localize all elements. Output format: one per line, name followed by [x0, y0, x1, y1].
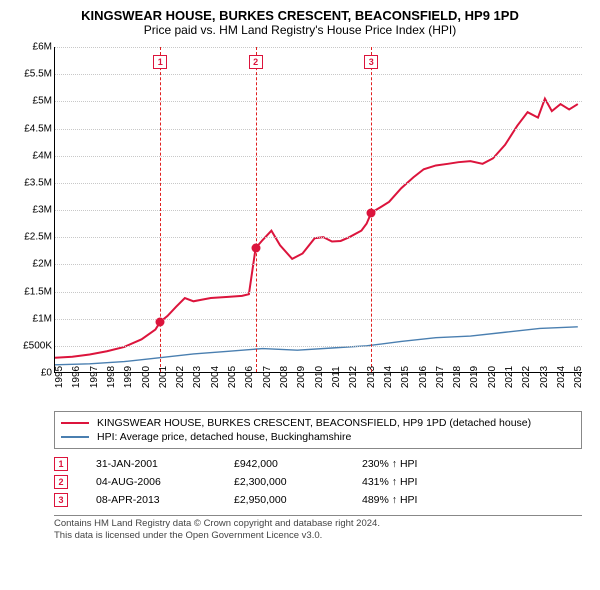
- x-axis-label: 2003: [192, 366, 203, 388]
- sale-marker-box: 1: [153, 55, 167, 69]
- y-axis-label: £0: [41, 368, 52, 379]
- legend-row: KINGSWEAR HOUSE, BURKES CRESCENT, BEACON…: [61, 416, 575, 430]
- sales-table: 1 31-JAN-2001 £942,000 230% ↑ HPI 2 04-AUG-20…: [54, 455, 582, 509]
- x-axis-label: 2002: [175, 366, 186, 388]
- gridline: [55, 74, 582, 75]
- sales-row-num: 2: [54, 475, 68, 489]
- sales-row-num: 1: [54, 457, 68, 471]
- gridline: [55, 183, 582, 184]
- sales-row-num: 3: [54, 493, 68, 507]
- x-axis-label: 2011: [331, 366, 342, 388]
- x-axis-label: 2023: [539, 366, 550, 388]
- x-axis-label: 2007: [262, 366, 273, 388]
- gridline: [55, 47, 582, 48]
- footer-line-2: This data is licensed under the Open Gov…: [54, 530, 582, 542]
- x-axis-label: 2012: [348, 366, 359, 388]
- x-axis-label: 2005: [227, 366, 238, 388]
- x-axis-label: 2022: [521, 366, 532, 388]
- y-axis-label: £4M: [33, 150, 52, 161]
- x-axis-label: 2001: [158, 366, 169, 388]
- sales-row-date: 08-APR-2013: [96, 494, 206, 506]
- x-axis-label: 2008: [279, 366, 290, 388]
- x-axis-label: 1998: [106, 366, 117, 388]
- y-axis-label: £6M: [33, 42, 52, 53]
- x-axis-label: 1996: [71, 366, 82, 388]
- y-axis-label: £2M: [33, 259, 52, 270]
- sales-row: 3 08-APR-2013 £2,950,000 489% ↑ HPI: [54, 491, 582, 509]
- x-axis-label: 1999: [123, 366, 134, 388]
- sale-marker-box: 2: [249, 55, 263, 69]
- sales-row-price: £942,000: [234, 458, 334, 470]
- chart-subtitle: Price paid vs. HM Land Registry's House …: [12, 23, 588, 37]
- sales-row-pct: 230% ↑ HPI: [362, 458, 482, 470]
- x-axis-label: 2009: [296, 366, 307, 388]
- gridline: [55, 156, 582, 157]
- legend-row: HPI: Average price, detached house, Buck…: [61, 430, 575, 444]
- x-axis-label: 2004: [210, 366, 221, 388]
- y-axis-label: £3M: [33, 205, 52, 216]
- sales-row-pct: 489% ↑ HPI: [362, 494, 482, 506]
- y-axis-label: £500K: [23, 340, 52, 351]
- y-axis-label: £5M: [33, 96, 52, 107]
- legend-swatch: [61, 436, 89, 438]
- gridline: [55, 237, 582, 238]
- gridline: [55, 319, 582, 320]
- sales-row: 2 04-AUG-2006 £2,300,000 431% ↑ HPI: [54, 473, 582, 491]
- gridline: [55, 292, 582, 293]
- x-axis-label: 2018: [452, 366, 463, 388]
- sales-row-price: £2,300,000: [234, 476, 334, 488]
- gridline: [55, 264, 582, 265]
- x-axis-label: 2013: [366, 366, 377, 388]
- sale-marker-dot: [251, 244, 260, 253]
- x-axis-label: 1997: [89, 366, 100, 388]
- legend-box: KINGSWEAR HOUSE, BURKES CRESCENT, BEACON…: [54, 411, 582, 449]
- sales-row-date: 04-AUG-2006: [96, 476, 206, 488]
- x-axis-label: 2017: [435, 366, 446, 388]
- y-axis-label: £1.5M: [24, 286, 52, 297]
- x-axis-label: 2019: [469, 366, 480, 388]
- legend-label: KINGSWEAR HOUSE, BURKES CRESCENT, BEACON…: [97, 417, 531, 429]
- y-axis-label: £5.5M: [24, 69, 52, 80]
- sale-marker-box: 3: [364, 55, 378, 69]
- x-axis-label: 2006: [244, 366, 255, 388]
- chart-title: KINGSWEAR HOUSE, BURKES CRESCENT, BEACON…: [12, 8, 588, 23]
- x-axis-label: 2024: [556, 366, 567, 388]
- chart-area: 1 2 3 £0 £500K £1M £1.5M £2M £2.5M £3M £3.5M £4M £4…: [12, 43, 588, 403]
- y-axis-label: £3.5M: [24, 177, 52, 188]
- x-axis-label: 2014: [383, 366, 394, 388]
- legend-label: HPI: Average price, detached house, Buck…: [97, 431, 351, 443]
- x-axis-label: 2010: [314, 366, 325, 388]
- x-axis-label: 1995: [54, 366, 65, 388]
- x-axis-label: 2025: [573, 366, 584, 388]
- x-axis-label: 2015: [400, 366, 411, 388]
- gridline: [55, 129, 582, 130]
- gridline: [55, 101, 582, 102]
- sale-marker-line: [256, 47, 257, 372]
- y-axis-label: £2.5M: [24, 232, 52, 243]
- legend-swatch: [61, 422, 89, 424]
- plot-region: 1 2 3: [54, 47, 582, 373]
- sales-row: 1 31-JAN-2001 £942,000 230% ↑ HPI: [54, 455, 582, 473]
- footer-line-1: Contains HM Land Registry data © Crown c…: [54, 518, 582, 530]
- y-axis-label: £1M: [33, 313, 52, 324]
- x-axis-label: 2020: [487, 366, 498, 388]
- x-axis-label: 2016: [418, 366, 429, 388]
- gridline: [55, 346, 582, 347]
- sales-row-pct: 431% ↑ HPI: [362, 476, 482, 488]
- gridline: [55, 210, 582, 211]
- x-axis-label: 2021: [504, 366, 515, 388]
- sales-row-date: 31-JAN-2001: [96, 458, 206, 470]
- x-axis-label: 2000: [141, 366, 152, 388]
- sale-marker-dot: [156, 317, 165, 326]
- attribution-footer: Contains HM Land Registry data © Crown c…: [54, 515, 582, 543]
- sale-marker-dot: [367, 208, 376, 217]
- y-axis-label: £4.5M: [24, 123, 52, 134]
- sales-row-price: £2,950,000: [234, 494, 334, 506]
